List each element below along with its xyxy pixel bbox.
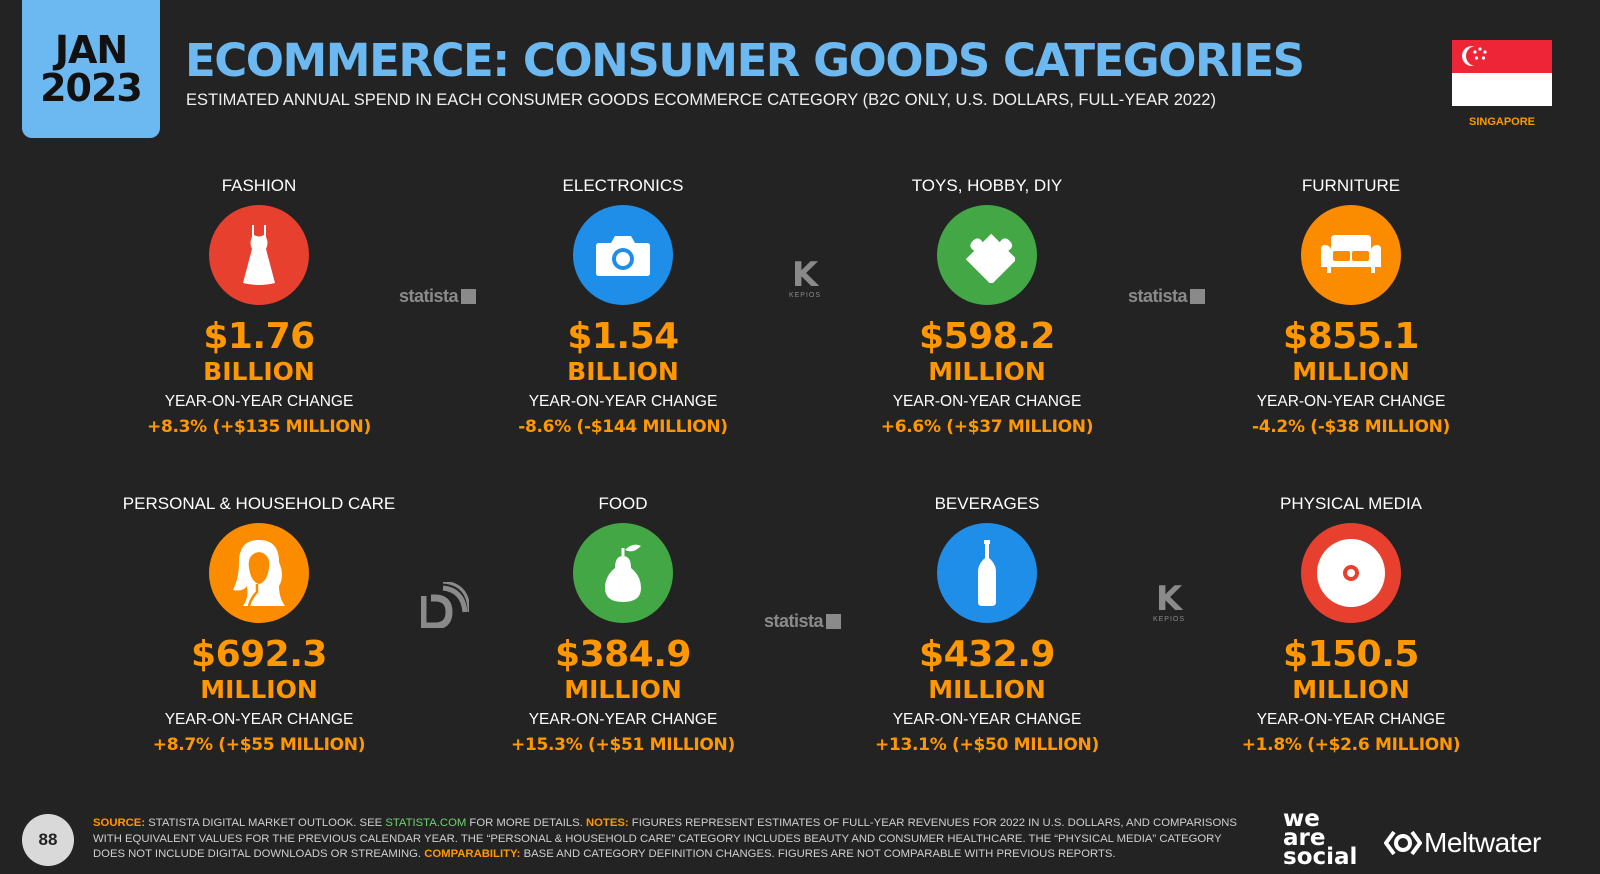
kepios-watermark: K KEPIOS — [1152, 579, 1186, 623]
category-name: FOOD — [598, 494, 648, 513]
category-name: TOYS, HOBBY, DIY — [911, 176, 1063, 195]
date-month: JAN — [54, 28, 128, 72]
category-unit: MILLION — [1292, 357, 1410, 386]
meltwater-icon — [1383, 830, 1423, 863]
yoy-label: YEAR-ON-YEAR CHANGE — [1256, 393, 1446, 410]
category-card-food: FOOD $384.9 MILLION YEAR-ON-YEAR CHANGE … — [473, 494, 773, 755]
yoy-value: +8.3% (+$135 MILLION) — [147, 417, 371, 437]
date-year: 2023 — [40, 66, 143, 110]
category-card-physical-media: PHYSICAL MEDIA $150.5 MILLION YEAR-ON-YE… — [1201, 494, 1501, 755]
bottle-icon — [937, 523, 1037, 623]
footnote: SOURCE: STATISTA DIGITAL MARKET OUTLOOK.… — [93, 817, 1237, 860]
datareportal-watermark-icon — [419, 580, 471, 633]
yoy-label: YEAR-ON-YEAR CHANGE — [528, 711, 718, 728]
category-card-toys: TOYS, HOBBY, DIY $598.2 MILLION YEAR-ON-… — [837, 176, 1137, 437]
yoy-value: +1.8% (+$2.6 MILLION) — [1241, 735, 1461, 755]
category-value: $1.76 — [203, 316, 315, 357]
country-flag-block: SINGAPORE — [1452, 40, 1552, 128]
singapore-flag-icon — [1452, 40, 1552, 106]
category-unit: MILLION — [1292, 675, 1410, 704]
category-value: $432.9 — [919, 634, 1055, 675]
category-name: PHYSICAL MEDIA — [1279, 494, 1423, 513]
sofa-icon — [1301, 205, 1401, 305]
category-value: $598.2 — [919, 316, 1055, 357]
category-name: FURNITURE — [1301, 176, 1401, 195]
category-unit: MILLION — [928, 357, 1046, 386]
puzzle-icon — [937, 205, 1037, 305]
category-card-furniture: FURNITURE $855.1 MILLION YEAR-ON-YEAR CH… — [1201, 176, 1501, 437]
category-unit: MILLION — [564, 675, 682, 704]
page-title: ECOMMERCE: CONSUMER GOODS CATEGORIES — [185, 34, 1305, 87]
yoy-value: +8.7% (+$55 MILLION) — [152, 735, 366, 755]
yoy-label: YEAR-ON-YEAR CHANGE — [892, 393, 1082, 410]
disc-icon — [1301, 523, 1401, 623]
page-subtitle: ESTIMATED ANNUAL SPEND IN EACH CONSUMER … — [186, 91, 1216, 109]
yoy-value: -4.2% (-$38 MILLION) — [1251, 417, 1451, 437]
category-value: $692.3 — [191, 634, 327, 675]
category-card-electronics: ELECTRONICS $1.54 BILLION YEAR-ON-YEAR C… — [473, 176, 773, 437]
pear-icon — [573, 523, 673, 623]
yoy-value: -8.6% (-$144 MILLION) — [518, 417, 728, 437]
country-label: SINGAPORE — [1468, 116, 1535, 128]
category-value: $150.5 — [1283, 634, 1419, 675]
page-number: 88 — [22, 814, 74, 866]
category-name: FASHION — [221, 176, 297, 195]
yoy-value: +13.1% (+$50 MILLION) — [875, 735, 1099, 755]
category-card-personal-care: PERSONAL & HOUSEHOLD CARE $692.3 MILLION… — [109, 494, 409, 755]
category-unit: BILLION — [567, 357, 679, 386]
category-name: PERSONAL & HOUSEHOLD CARE — [122, 494, 396, 513]
date-badge: JAN 2023 — [22, 0, 160, 138]
yoy-label: YEAR-ON-YEAR CHANGE — [164, 711, 354, 728]
category-value: $384.9 — [555, 634, 691, 675]
yoy-label: YEAR-ON-YEAR CHANGE — [164, 393, 354, 410]
category-name: ELECTRONICS — [562, 176, 684, 195]
category-card-beverages: BEVERAGES $432.9 MILLION YEAR-ON-YEAR CH… — [837, 494, 1137, 755]
yoy-label: YEAR-ON-YEAR CHANGE — [528, 393, 718, 410]
category-unit: BILLION — [203, 357, 315, 386]
statista-watermark: statista — [1128, 286, 1206, 307]
we-are-social-logo: we are social — [1283, 806, 1358, 870]
statista-link[interactable]: STATISTA.COM — [385, 817, 467, 829]
dress-icon — [209, 205, 309, 305]
meltwater-logo: Meltwater — [1383, 827, 1541, 863]
kepios-watermark: K KEPIOS — [788, 255, 822, 299]
statista-watermark: statista — [399, 286, 477, 307]
category-value: $1.54 — [567, 316, 679, 357]
category-name: BEVERAGES — [934, 494, 1040, 513]
statista-watermark: statista — [764, 611, 842, 632]
category-unit: MILLION — [928, 675, 1046, 704]
yoy-value: +15.3% (+$51 MILLION) — [511, 735, 735, 755]
camera-icon — [573, 205, 673, 305]
yoy-label: YEAR-ON-YEAR CHANGE — [1256, 711, 1446, 728]
category-unit: MILLION — [200, 675, 318, 704]
woman-hair-icon — [209, 523, 309, 623]
yoy-value: +6.6% (+$37 MILLION) — [880, 417, 1094, 437]
category-value: $855.1 — [1283, 316, 1419, 357]
yoy-label: YEAR-ON-YEAR CHANGE — [892, 711, 1082, 728]
category-card-fashion: FASHION $1.76 BILLION YEAR-ON-YEAR CHANG… — [109, 176, 409, 437]
